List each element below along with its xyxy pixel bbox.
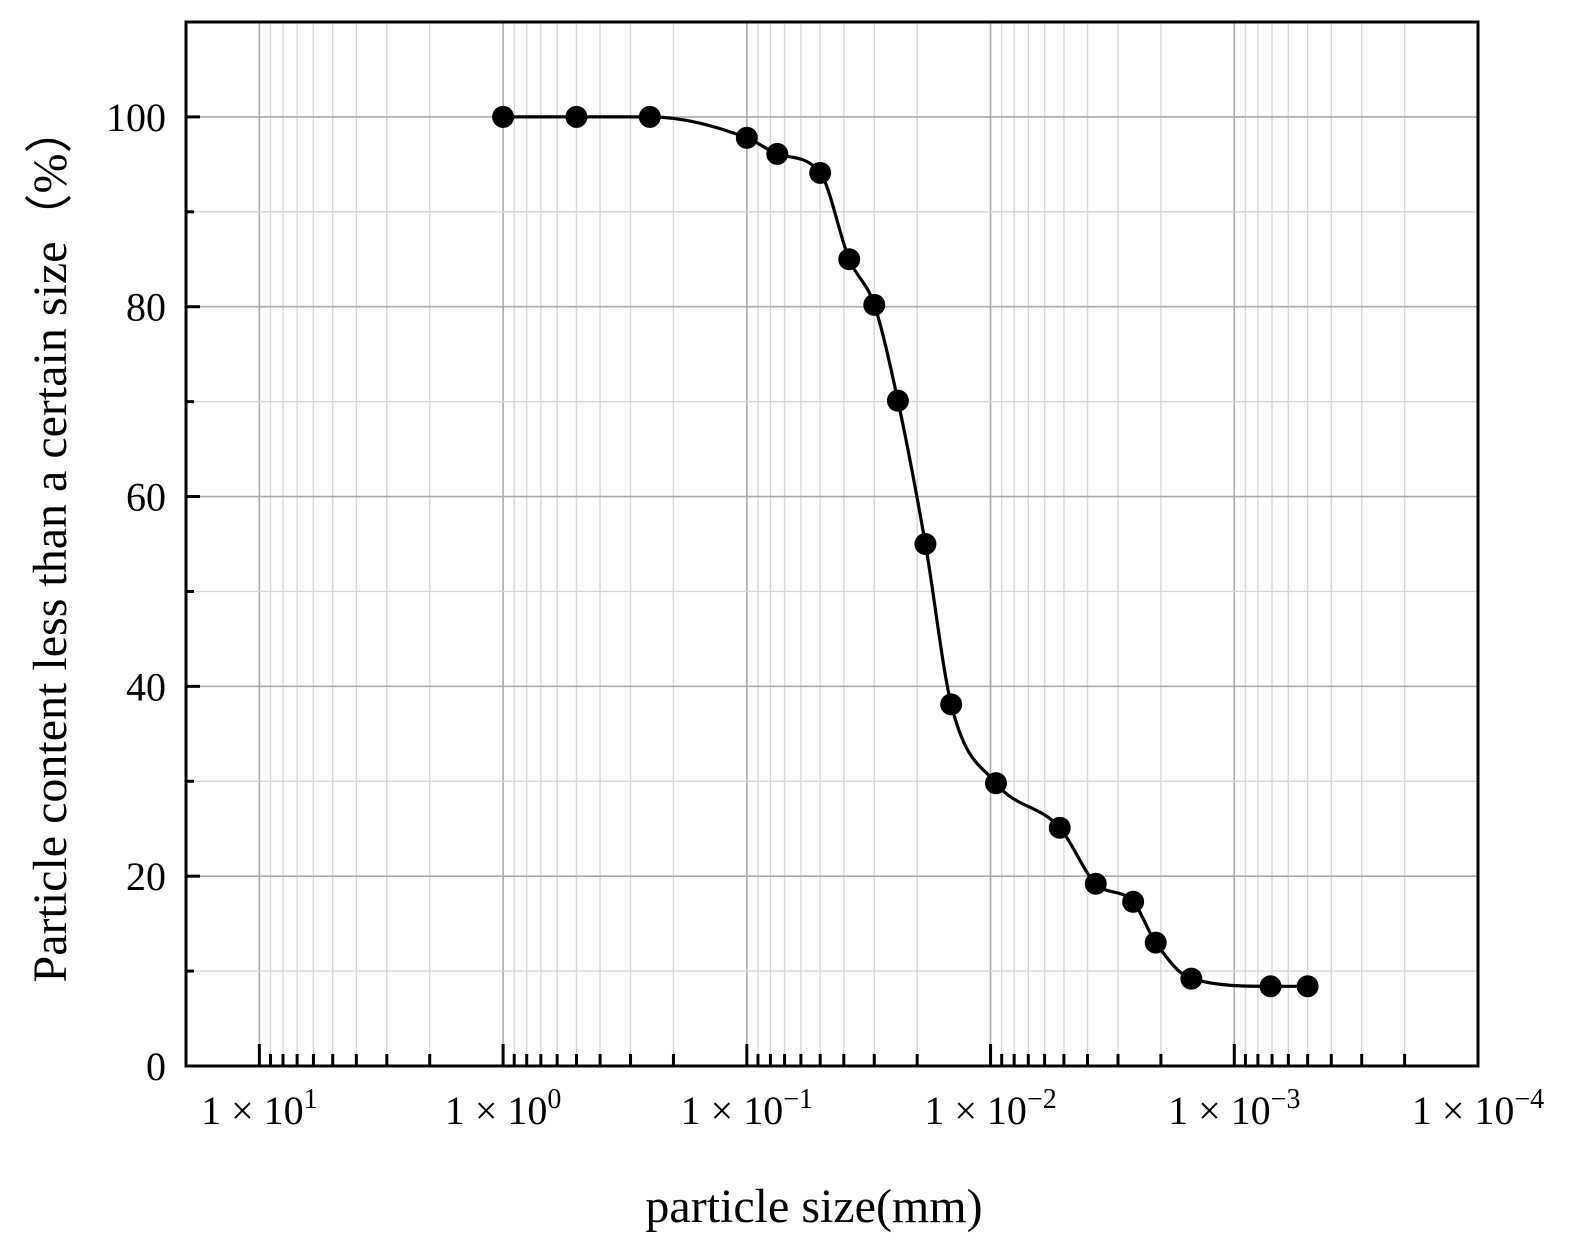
- x-tick-label: 1 × 10−2: [924, 1084, 1056, 1133]
- data-point: [735, 126, 758, 149]
- data-point: [1296, 975, 1319, 998]
- x-tick-label: 1 × 100: [445, 1084, 562, 1133]
- grid: [185, 22, 1479, 1066]
- series-line: [501, 115, 1310, 988]
- y-tick-label: 100: [106, 95, 166, 140]
- plot-frame: [184, 20, 1480, 1068]
- data-point: [1084, 872, 1107, 895]
- data-point: [766, 142, 789, 165]
- data-point: [863, 293, 886, 316]
- data-point: [809, 161, 832, 184]
- y-tick-label: 0: [146, 1044, 166, 1089]
- data-point: [638, 105, 661, 128]
- data-point: [984, 772, 1007, 795]
- data-point: [1259, 975, 1282, 998]
- y-tick-labels: 0 20 40 60 80 100: [106, 95, 166, 1089]
- x-tick-labels: 1 × 101 1 × 100 1 × 10−1 1 × 10−2 1 × 10−3 1 …: [201, 1084, 1544, 1133]
- data-point: [914, 533, 937, 555]
- y-tick-label: 40: [126, 664, 166, 709]
- data-point: [1180, 967, 1203, 990]
- data-point: [565, 105, 588, 128]
- x-axis-title: particle size(mm): [645, 1180, 982, 1233]
- y-tick-label: 80: [126, 285, 166, 330]
- data-point: [492, 105, 515, 128]
- y-axis-title: Particle content less than a certain siz…: [24, 105, 77, 982]
- data-points: [492, 105, 1319, 998]
- y-tick-label: 20: [126, 854, 166, 899]
- data-point: [940, 693, 963, 716]
- x-tick-label: 1 × 101: [201, 1084, 318, 1133]
- data-point: [1144, 931, 1167, 954]
- x-tick-label: 1 × 10−1: [681, 1084, 813, 1133]
- data-point: [886, 389, 909, 412]
- x-tick-label: 1 × 10−4: [1412, 1084, 1544, 1133]
- data-point: [1048, 816, 1071, 839]
- y-tick-label: 60: [126, 475, 166, 520]
- data-point: [1122, 890, 1145, 913]
- x-tick-label: 1 × 10−3: [1168, 1084, 1300, 1133]
- data-point: [838, 248, 861, 271]
